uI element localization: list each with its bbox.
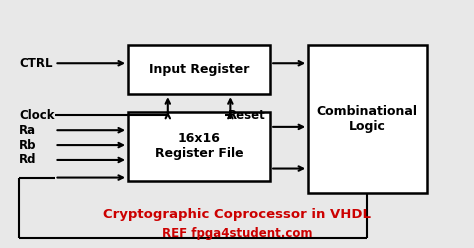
Bar xyxy=(128,45,270,94)
Text: Input Register: Input Register xyxy=(149,63,249,76)
Text: Cryptographic Coprocessor in VHDL: Cryptographic Coprocessor in VHDL xyxy=(103,208,371,221)
Text: 16x16
Register File: 16x16 Register File xyxy=(155,132,243,160)
Text: Rd: Rd xyxy=(19,154,36,166)
Text: Rb: Rb xyxy=(19,139,36,152)
Text: REF fpga4student.com: REF fpga4student.com xyxy=(162,227,312,240)
Text: Combinational
Logic: Combinational Logic xyxy=(317,105,418,133)
Bar xyxy=(128,112,270,181)
Text: CTRL: CTRL xyxy=(19,57,53,70)
Text: Clock: Clock xyxy=(19,109,55,122)
Text: Reset: Reset xyxy=(228,109,265,122)
Bar xyxy=(308,45,427,193)
Text: Ra: Ra xyxy=(19,124,36,137)
